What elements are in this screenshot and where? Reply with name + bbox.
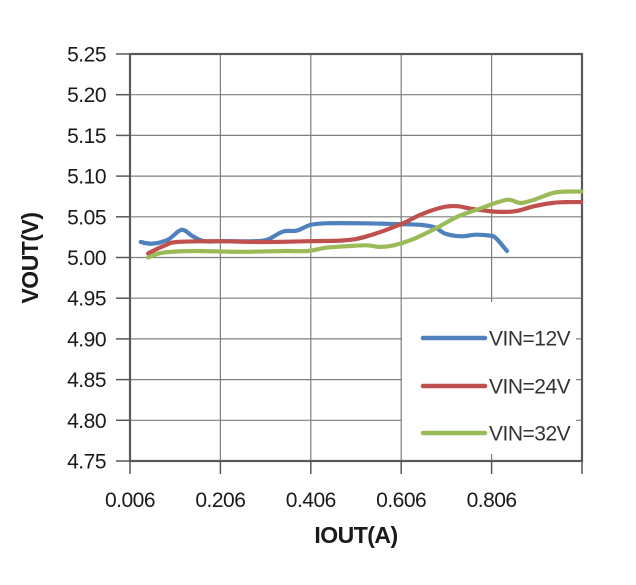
series-line-vin-24v xyxy=(146,199,584,256)
x-tick-label: 0.606 xyxy=(376,489,426,512)
y-tick-label: 4.95 xyxy=(67,288,106,311)
series-layer xyxy=(138,189,584,260)
legend-layer: VIN=12V VIN=24V VIN=32V xyxy=(402,302,576,454)
x-tick-label: 0.006 xyxy=(105,489,155,512)
label-layer: 4.75 4.80 4.85 4.90 4.95 5.00 5.05 5.10 5.15 5.20… xyxy=(67,44,517,513)
plot-border xyxy=(128,52,584,463)
y-tick-label: 5.00 xyxy=(67,247,106,270)
y-tick-label: 5.05 xyxy=(67,206,106,229)
legend-box xyxy=(402,302,576,454)
y-tick-label: 4.75 xyxy=(67,451,106,474)
x-tick-label: 0.206 xyxy=(195,489,245,512)
y-tick-label: 5.25 xyxy=(67,44,106,67)
series-line-vin-12v xyxy=(138,221,510,254)
y-axis-title: VOUT(V) xyxy=(17,212,43,303)
x-axis-title: IOUT(A) xyxy=(314,522,397,548)
y-tick-label: 5.10 xyxy=(67,166,106,189)
legend-label-vin-24v: VIN=24V xyxy=(489,376,571,399)
y-tick-label: 4.90 xyxy=(67,328,106,351)
y-tick-label: 5.20 xyxy=(67,84,106,107)
legend-label-vin-12v: VIN=12V xyxy=(489,328,571,351)
y-tick-label: 4.85 xyxy=(67,369,106,392)
tick-layer xyxy=(116,52,584,474)
y-tick-label: 5.15 xyxy=(67,125,106,148)
x-tick-label: 0.806 xyxy=(467,489,517,512)
series-line-vin-32v xyxy=(146,189,584,260)
legend-label-vin-32v: VIN=32V xyxy=(489,423,571,446)
y-tick-label: 4.80 xyxy=(67,410,106,433)
x-tick-label: 0.406 xyxy=(286,489,336,512)
